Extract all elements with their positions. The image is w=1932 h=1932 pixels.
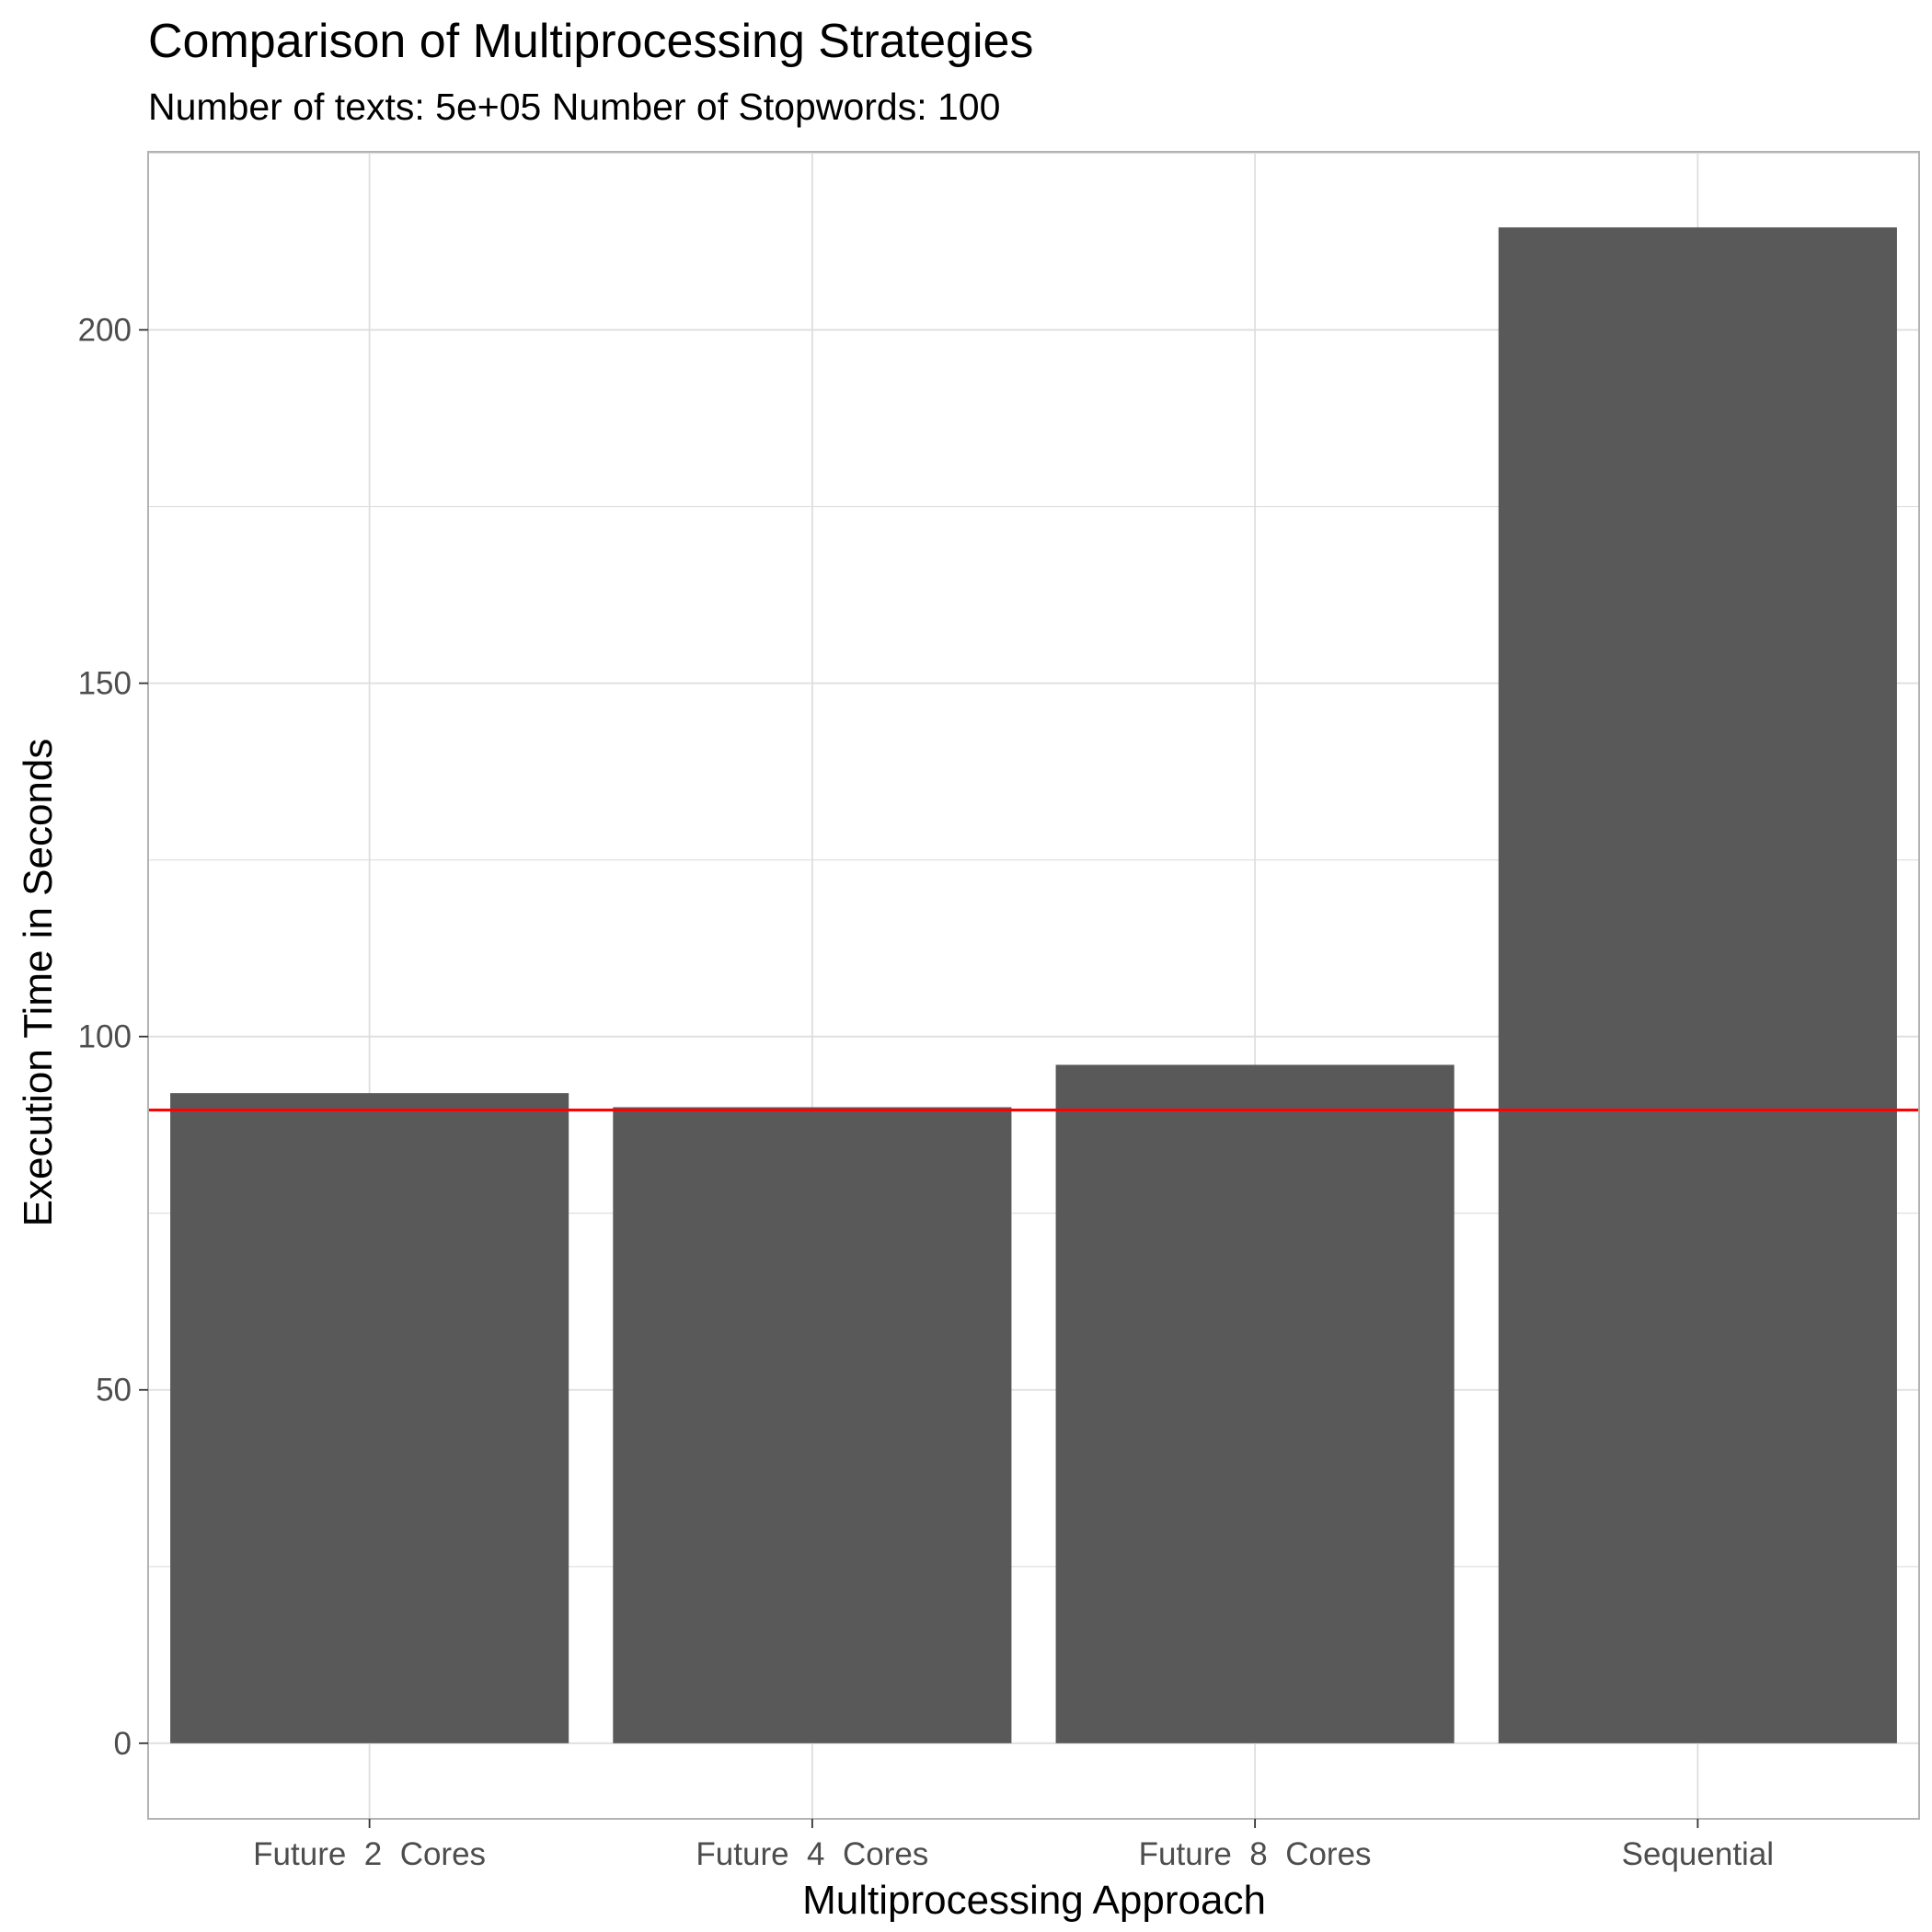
x-tick-label: Sequential (1622, 1836, 1774, 1872)
y-tick-label: 0 (114, 1726, 132, 1762)
bars (170, 227, 1897, 1743)
panel-border (147, 151, 1920, 1820)
chart-title: Comparison of Multiprocessing Strategies (148, 15, 1033, 68)
bar (1055, 1064, 1455, 1743)
y-tick-label: 50 (96, 1373, 132, 1409)
y-tick-label: 150 (78, 666, 132, 702)
x-tick-label: Future 8 Cores (1139, 1836, 1372, 1872)
x-tick-label: Future 4 Cores (696, 1836, 928, 1872)
y-tick-label: 200 (78, 313, 132, 349)
bar (170, 1093, 569, 1743)
chart-subtitle: Number of texts: 5e+05 Number of Stopwor… (148, 86, 1000, 128)
x-axis-title: Multiprocessing Approach (802, 1878, 1266, 1923)
y-axis-title: Execution Time in Seconds (16, 739, 61, 1227)
bar (1498, 227, 1897, 1743)
x-tick-label: Future 2 Cores (253, 1836, 486, 1872)
y-tick-label: 100 (78, 1019, 132, 1055)
y-axis: 0 50 100 150 200 (78, 313, 148, 1762)
x-axis: Future 2 Cores Future 4 Cores Future 8 Cor… (253, 1819, 1774, 1872)
bar (613, 1107, 1012, 1743)
